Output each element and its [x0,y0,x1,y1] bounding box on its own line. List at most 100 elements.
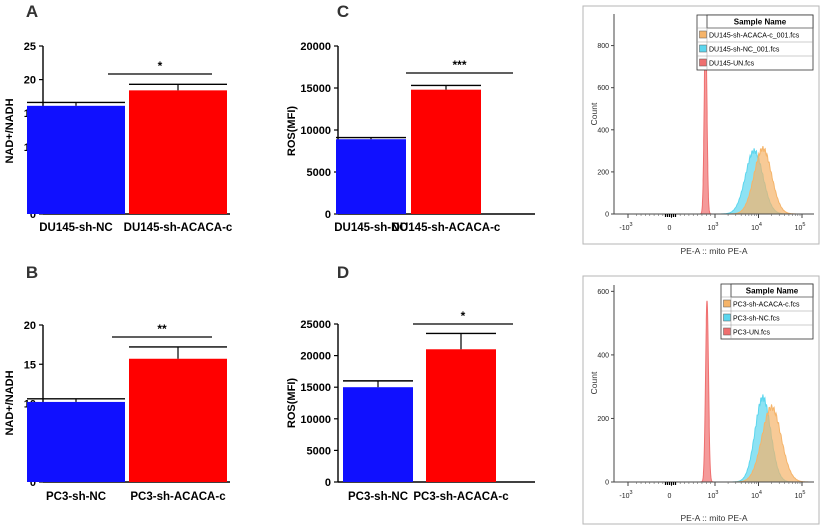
y-tick-label: 0 [30,209,36,221]
x-tick-label: -103 [619,222,632,232]
bar [27,105,125,214]
y-axis-label: Count [589,371,599,394]
x-tick-label: 104 [751,222,762,232]
y-tick-label: 5000 [307,445,331,457]
histogram-curve-orange [733,404,810,483]
legend-item: DU145-UN.fcs [709,61,755,68]
bar [129,358,227,482]
legend-item: PC3-sh-NC.fcs [733,316,780,323]
significance-marker: ** [157,322,167,336]
legend-swatch [699,58,707,67]
legend-item: PC3-sh-ACACA-c.fcs [733,302,800,309]
histogram-curve-pink [700,300,714,483]
histogram-curve-orange [728,146,798,215]
x-tick-exponent: 5 [802,222,805,228]
x-tick-exponent: 3 [630,222,633,228]
y-tick-label: 5000 [307,167,331,179]
x-tick-label: 104 [751,490,762,500]
bar-chart-c: C 0 5000 10000 15000 20000 ROS(MFI) DU145-sh-NC… [286,2,535,234]
x-tick-exponent: 5 [802,490,805,496]
bar [129,90,227,214]
x-tick-label: -103 [619,490,632,500]
x-tick-label: 103 [708,222,719,232]
panel-letter: C [337,2,349,21]
bar [27,401,125,482]
panel-letter: D [337,263,349,282]
legend-swatch [699,30,707,39]
legend-title: Sample Name [734,18,787,27]
legend-item: DU145-sh-NC_001.fcs [709,47,780,54]
x-tick-exponent: 4 [759,222,762,228]
y-tick-label: 400 [597,352,609,359]
x-tick-exponent: 3 [630,490,633,496]
bar [343,387,413,482]
x-tick-label: 103 [708,490,719,500]
legend-item: DU145-sh-ACACA-c_001.fcs [709,33,800,40]
x-axis-label: PE-A :: mito PE-A [680,246,747,256]
x-tick-exponent: 4 [759,490,762,496]
y-tick-label: 15000 [300,382,331,394]
category-label: PC3-sh-ACACA-c [130,491,226,503]
significance-marker: * [158,59,163,73]
legend: Sample Name PC3-sh-ACACA-c.fcs PC3-sh-NC.f… [720,283,814,340]
legend-item: PC3-UN.fcs [733,330,770,337]
x-tick-label: 105 [795,490,806,500]
panel-letter: B [26,263,38,282]
legend-swatch [699,44,707,53]
y-axis-label: ROS(MFI) [286,106,298,156]
y-tick-label: 15000 [300,83,331,95]
x-tick-exponent: 3 [715,490,718,496]
category-label: PC3-sh-NC [46,491,106,503]
y-tick-label: 0 [325,209,331,221]
legend: Sample Name DU145-sh-ACACA-c_001.fcs DU145… [696,14,814,71]
y-tick-label: 25000 [300,319,331,331]
y-tick-label: 20 [24,75,36,87]
y-tick-label: 15 [24,359,36,371]
x-tick-label: 105 [795,222,806,232]
x-tick-label: 0 [668,225,672,232]
x-axis-label: PE-A :: mito PE-A [680,513,747,523]
bar [336,139,406,214]
y-tick-label: 400 [597,127,609,134]
legend-swatch [723,299,731,308]
legend-swatch [723,327,731,336]
y-tick-label: 0 [605,212,609,219]
y-tick-label: 200 [597,169,609,176]
y-tick-label: 200 [597,416,609,423]
legend-swatch [723,313,731,322]
significance-marker: *** [452,58,466,72]
y-axis-label: ROS(MFI) [286,378,298,428]
y-tick-label: 800 [597,43,609,50]
legend-title: Sample Name [746,287,799,296]
y-axis-label: NAD+/NADH [4,370,16,435]
category-label: DU145-sh-NC [39,222,113,234]
category-label: PC3-sh-ACACA-c [413,491,509,503]
category-label: DU145-sh-ACACA-c [392,222,501,234]
y-tick-label: 20000 [300,41,331,53]
y-tick-label: 25 [24,41,36,53]
y-tick-label: 20000 [300,351,331,363]
y-tick-label: 0 [30,477,36,489]
y-axis-label: NAD+/NADH [4,98,16,163]
y-tick-label: 20 [24,320,36,332]
x-tick-exponent: 3 [715,222,718,228]
y-tick-label: 10000 [300,125,331,137]
category-label: DU145-sh-NC [334,222,408,234]
bar [426,349,496,482]
x-tick-label: 0 [668,493,672,500]
bar [411,89,481,214]
category-label: DU145-sh-ACACA-c [124,222,233,234]
panel-letter: A [26,2,38,21]
y-tick-label: 0 [325,477,331,489]
y-axis-label: Count [589,102,599,125]
bar-chart-a: A0510152025NAD+/NADHDU145-sh-NCDU145-sh-… [4,2,233,234]
bar-chart-d: D 0 5000 10000 15000 20000 25000 ROS(MFI) PC3-sh… [286,263,535,503]
y-tick-label: 0 [605,480,609,487]
category-label: PC3-sh-NC [348,491,408,503]
bar-chart-b: B05101520NAD+/NADHPC3-sh-NCPC3-sh-ACACA-… [4,263,230,503]
y-tick-label: 600 [597,85,609,92]
significance-marker: * [461,309,466,323]
